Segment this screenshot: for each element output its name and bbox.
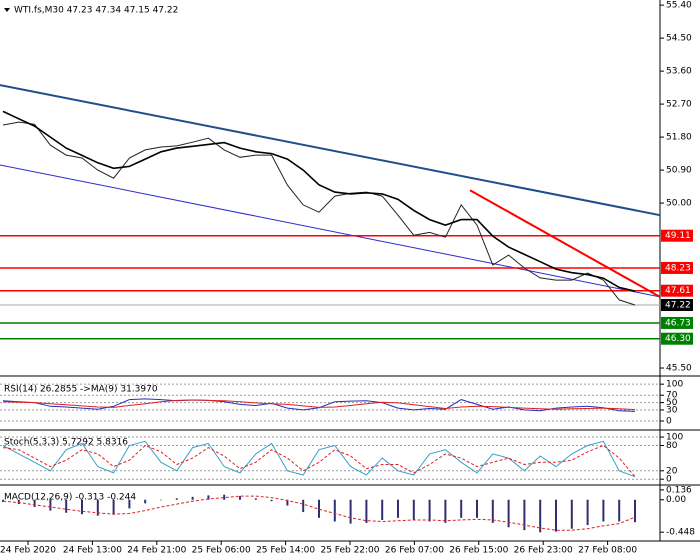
- histogram-bar: [444, 499, 447, 523]
- histogram-bar: [286, 499, 289, 506]
- histogram-bar: [33, 499, 36, 507]
- series-line: [2, 110, 636, 292]
- level-label: 49.11: [665, 231, 691, 241]
- x-tick-label: 26 Feb 23:00: [514, 546, 573, 556]
- y-tick-label: 55.40: [666, 1, 692, 11]
- panel-title: WTI.fs,M30 47.23 47.34 47.15 47.22: [14, 6, 178, 16]
- y-tick-label: 20: [666, 466, 678, 476]
- histogram-bar: [65, 499, 68, 513]
- y-tick-label: 50: [666, 398, 678, 408]
- x-tick-label: 24 Feb 2020: [0, 546, 56, 556]
- histogram-bar: [570, 499, 573, 529]
- trend-line: [0, 84, 661, 217]
- histogram-bar: [507, 499, 510, 528]
- histogram-bar: [175, 498, 178, 500]
- panel-title: Stoch(5,3,3) 5.7292 5.8316: [4, 438, 128, 448]
- histogram-bar: [365, 499, 368, 523]
- x-tick-label: 25 Feb 06:00: [192, 546, 251, 556]
- y-tick-label: 53.60: [666, 67, 692, 77]
- histogram-bar: [254, 498, 257, 500]
- series-line: [2, 440, 636, 478]
- histogram-bar: [539, 499, 542, 533]
- trend-line: [469, 189, 661, 298]
- level-label-box: [661, 332, 693, 345]
- histogram-bar: [618, 499, 621, 522]
- level-label-box: [661, 316, 693, 329]
- histogram-bar: [318, 499, 320, 518]
- x-tick-label: 24 Feb 21:00: [127, 546, 186, 556]
- histogram-bar: [96, 499, 99, 516]
- last-price-label: 47.22: [665, 300, 691, 310]
- y-tick-label: 100: [666, 380, 683, 390]
- last-price-box: [661, 298, 693, 311]
- level-label: 47.61: [665, 286, 691, 296]
- histogram-bar: [239, 496, 241, 500]
- y-tick-label: 0.00: [666, 495, 686, 505]
- histogram-bar: [555, 499, 557, 532]
- histogram-bar: [223, 494, 226, 500]
- y-tick-label: 45.50: [666, 364, 692, 374]
- trend-line: [0, 164, 661, 298]
- histogram-bar: [49, 499, 52, 511]
- histogram-bar: [634, 499, 636, 523]
- histogram-bar: [412, 499, 415, 521]
- histogram-bar: [349, 499, 352, 524]
- histogram-bar: [302, 499, 305, 513]
- series-line: [2, 121, 636, 306]
- histogram-bar: [428, 499, 431, 522]
- histogram-bar: [128, 499, 131, 509]
- histogram-bar: [160, 499, 162, 501]
- x-tick-label: 24 Feb 13:00: [63, 546, 122, 556]
- title-icon: [4, 8, 10, 12]
- histogram-bar: [523, 499, 526, 531]
- y-tick-label: 100: [666, 433, 683, 443]
- histogram-bar: [191, 496, 194, 500]
- histogram-bar: [491, 499, 494, 523]
- x-tick-label: 27 Feb 08:00: [578, 546, 637, 556]
- y-tick-label: 52.70: [666, 100, 692, 110]
- histogram-bar: [270, 499, 273, 502]
- y-tick-label: 0: [666, 475, 672, 485]
- y-tick-label: 51.80: [666, 133, 692, 143]
- histogram-bar: [112, 499, 115, 515]
- level-label: 46.30: [665, 334, 691, 344]
- series-line: [2, 495, 636, 531]
- histogram-bar: [397, 499, 399, 518]
- y-tick-label: 70: [666, 391, 678, 401]
- panel-title: MACD(12,26,9) -0.313 -0.244: [4, 493, 136, 503]
- series-line: [2, 444, 636, 478]
- y-tick-label: 54.50: [666, 34, 692, 44]
- level-label-box: [661, 284, 693, 297]
- y-tick-label: -0.448: [666, 528, 695, 538]
- y-tick-label: 80: [666, 441, 678, 451]
- histogram-bar: [476, 499, 478, 518]
- series-line: [2, 399, 636, 411]
- y-tick-label: 50.00: [666, 199, 692, 209]
- histogram-bar: [207, 495, 210, 500]
- x-tick-label: 26 Feb 15:00: [449, 546, 508, 556]
- x-tick-label: 26 Feb 07:00: [385, 546, 444, 556]
- level-label-box: [661, 229, 693, 242]
- level-label-box: [661, 261, 693, 274]
- histogram-bar: [381, 499, 384, 521]
- y-tick-label: 30: [666, 405, 678, 415]
- histogram-bar: [333, 499, 336, 522]
- histogram-bar: [81, 499, 83, 515]
- histogram-bar: [586, 499, 589, 526]
- histogram-bar: [602, 499, 605, 522]
- panel-title: RSI(14) 26.2855 ->MA(9) 31.3970: [4, 385, 158, 395]
- y-tick-label: 50.90: [666, 166, 692, 176]
- histogram-bar: [460, 499, 463, 518]
- y-tick-label: 0: [666, 417, 672, 427]
- x-tick-label: 25 Feb 14:00: [256, 546, 315, 556]
- histogram-bar: [17, 499, 20, 505]
- y-tick-label: 0.136: [666, 485, 692, 495]
- x-tick-label: 25 Feb 22:00: [320, 546, 379, 556]
- histogram-bar: [144, 499, 147, 504]
- histogram-bar: [2, 499, 4, 502]
- level-label: 48.23: [665, 263, 691, 273]
- level-label: 46.73: [665, 318, 691, 328]
